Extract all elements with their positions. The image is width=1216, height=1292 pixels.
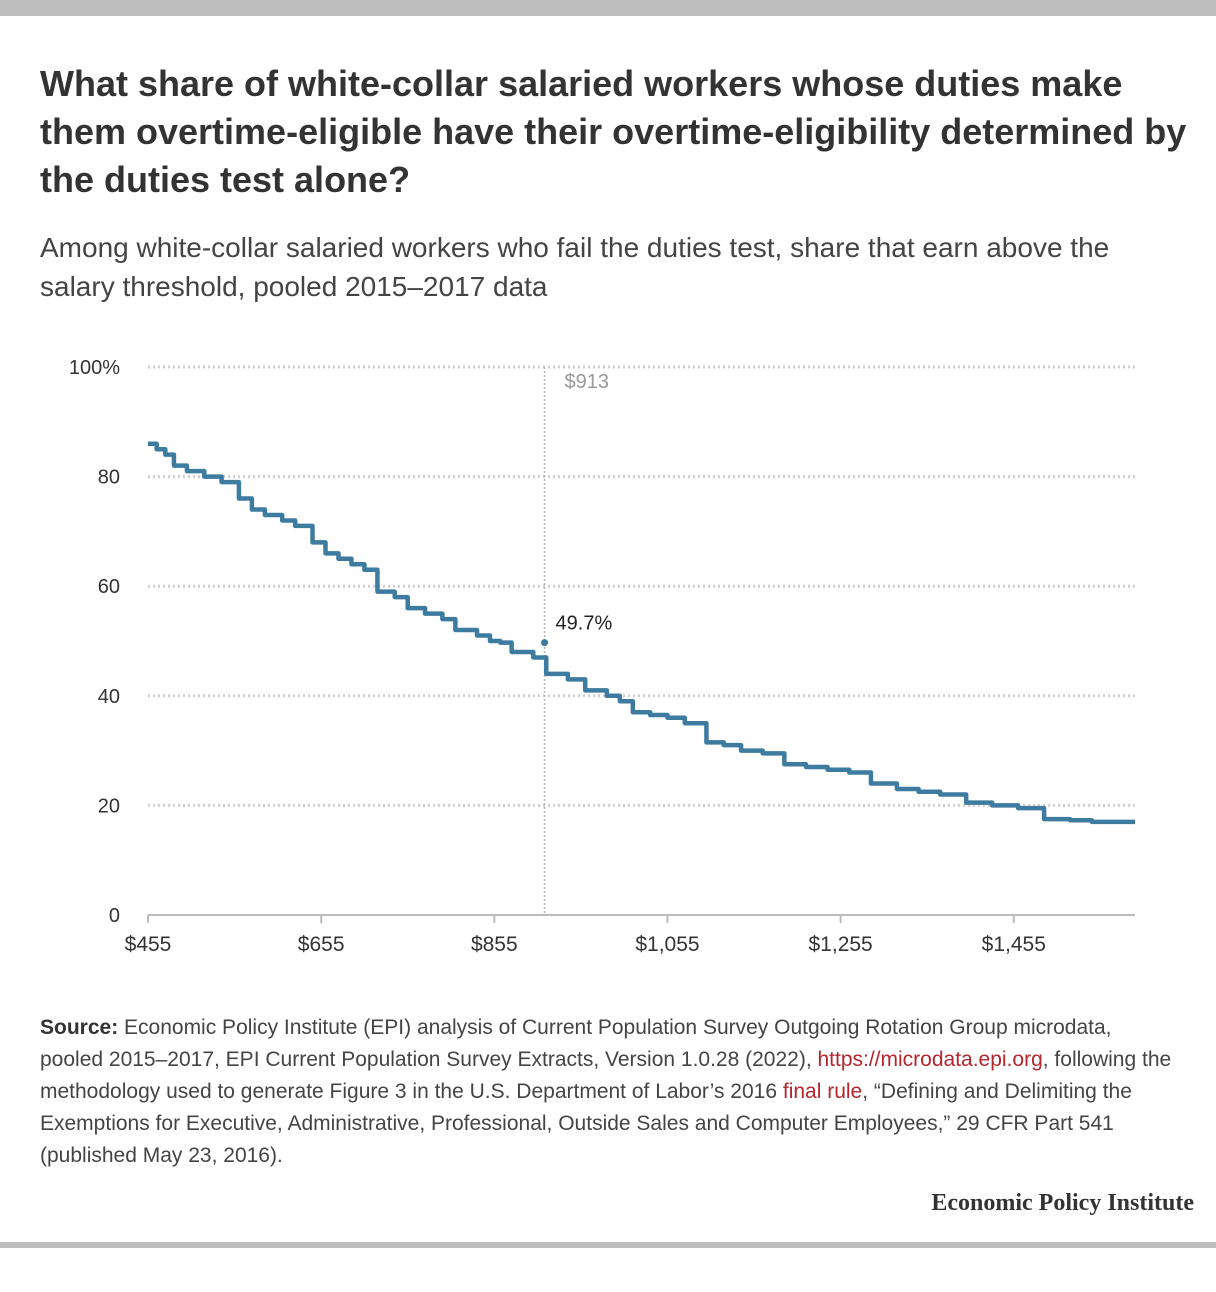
- y-tick-label: 20: [98, 795, 120, 817]
- x-tick-label: $655: [298, 933, 345, 956]
- top-border-bar: [0, 0, 1216, 16]
- chart-subtitle: Among white-collar salaried workers who …: [40, 232, 1110, 302]
- threshold-label: $913: [565, 371, 610, 393]
- x-tick-label: $455: [125, 933, 172, 956]
- source-label: Source:: [40, 1016, 119, 1039]
- microdata-link[interactable]: https://microdata.epi.org: [817, 1048, 1043, 1071]
- labels: 0 20 40 60 80 100% $455 $655 $855 $1,055 $1,255 $1,…: [69, 357, 1046, 956]
- line-chart: 0 20 40 60 80 100% $455 $655 $855 $1,055 $1,255 $1,…: [69, 357, 1135, 956]
- series-line-0: [148, 441, 1135, 825]
- y-tick-label: 40: [98, 686, 120, 708]
- x-tick-label: $1,055: [635, 933, 699, 956]
- annotation-point: [541, 639, 549, 647]
- epi-logo-text: Economic Policy Institute: [931, 1190, 1194, 1216]
- y-tick-label: 0: [109, 905, 120, 927]
- y-tick-label: 100%: [69, 357, 120, 379]
- final-rule-link[interactable]: final rule: [782, 1080, 863, 1103]
- x-tick-label: $1,255: [809, 933, 873, 956]
- source-text-2: , following the methodology used to gene…: [40, 1048, 1172, 1103]
- x-tick-label: $1,455: [982, 933, 1046, 956]
- x-tick-label: $855: [471, 933, 518, 956]
- y-tick-label: 80: [98, 467, 120, 489]
- gridlines: [148, 365, 1135, 807]
- source-note: Source: Economic Policy Institute (EPI) …: [40, 1012, 1180, 1172]
- y-tick-label: 60: [98, 576, 120, 598]
- series-group: [148, 441, 1135, 825]
- source-text-1: Economic Policy Institute (EPI) analysis…: [40, 1016, 1112, 1071]
- chart-title: What share of white-collar salaried work…: [40, 63, 1187, 200]
- source-text-3: , “Defining and Delimiting the Exemption…: [40, 1080, 1132, 1167]
- bottom-border-bar: [0, 1242, 1216, 1248]
- axes: [147, 914, 1135, 923]
- annotation-label: 49.7%: [556, 613, 613, 635]
